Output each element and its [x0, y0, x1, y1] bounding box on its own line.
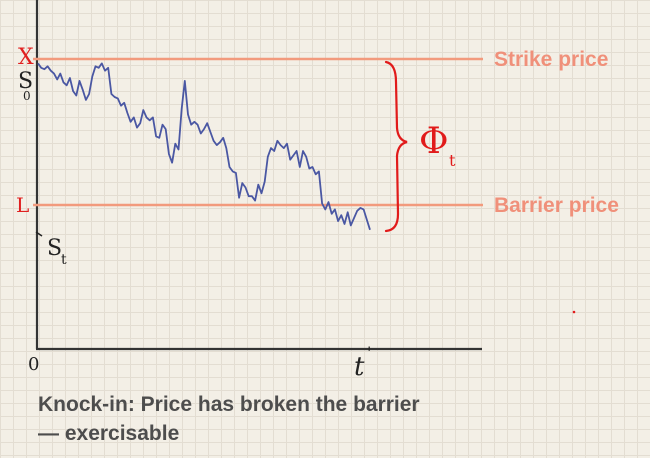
phi-subscript: t: [449, 151, 456, 170]
red-dot: [573, 311, 576, 314]
origin-label: 0: [28, 354, 39, 375]
barrier-price-label: Barrier price: [494, 194, 619, 217]
caption: Knock-in: Price has broken the barrier —…: [38, 390, 438, 448]
t-axis-label: t: [354, 352, 365, 382]
t-prime-mark: ': [367, 343, 371, 362]
strike-price-label: Strike price: [494, 48, 608, 71]
st-subscript: t: [61, 252, 67, 268]
st-label: S: [47, 236, 62, 261]
phi-symbol: Φ: [419, 121, 449, 162]
strike-axis-label: X: [18, 45, 34, 70]
barrier-axis-label: L: [16, 193, 29, 217]
s0-subscript: 0: [23, 89, 31, 103]
